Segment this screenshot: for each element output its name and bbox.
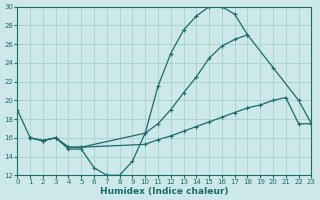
- X-axis label: Humidex (Indice chaleur): Humidex (Indice chaleur): [100, 187, 228, 196]
